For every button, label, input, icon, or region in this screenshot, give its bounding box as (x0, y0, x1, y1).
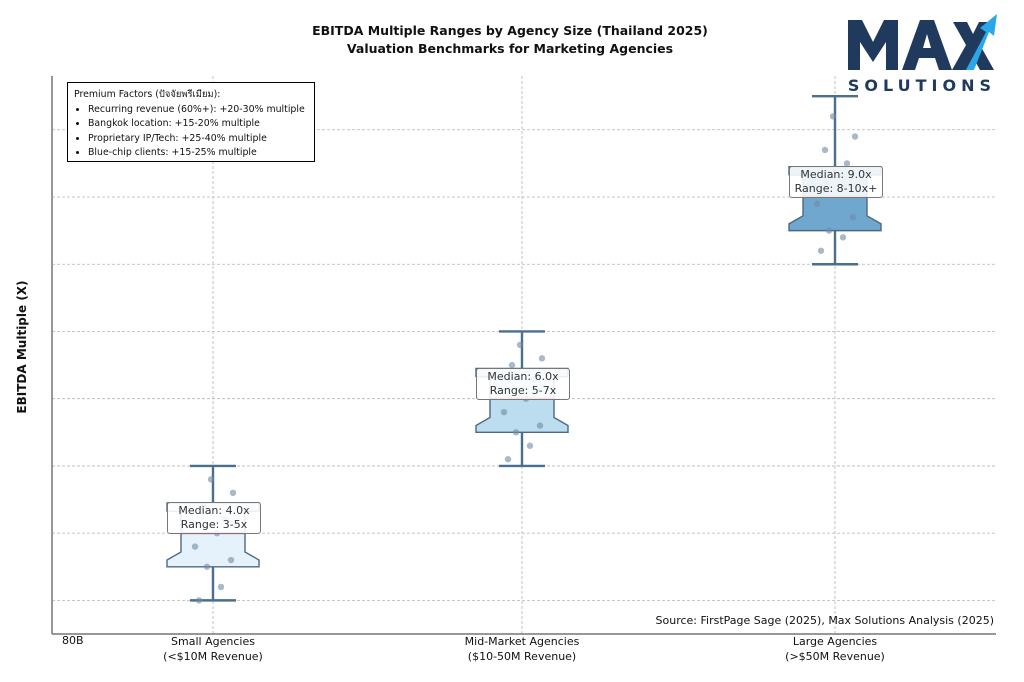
logo-mark-icon (848, 14, 997, 70)
y-axis-label-wrap: EBITDA Multiple (X) (8, 280, 36, 420)
x-tick-large: Large Agencies (>$50M Revenue) (735, 634, 935, 664)
data-point (817, 247, 825, 254)
data-point (538, 355, 546, 362)
x-tick-mid-line2: ($10-50M Revenue) (467, 650, 577, 663)
chart-title: EBITDA Multiple Ranges by Agency Size (T… (260, 22, 760, 58)
max-solutions-logo: SOLUTIONS (846, 12, 998, 96)
data-point (825, 227, 833, 234)
data-point (536, 422, 544, 429)
premium-factor-item: Recurring revenue (60%+): +20-30% multip… (88, 103, 308, 118)
data-point (217, 583, 225, 591)
premium-factor-item: Blue-chip clients: +15-25% multiple (88, 146, 308, 161)
annotation-range: Range: 5-7x (489, 383, 557, 397)
box-group (166, 464, 260, 604)
data-point (207, 476, 215, 483)
data-point (504, 456, 512, 463)
annotation-range: Range: 3-5x (180, 518, 248, 532)
data-point (516, 341, 524, 349)
premium-factor-item: Bangkok location: +15-20% multiple (88, 117, 308, 132)
annotation-range: Range: 8-10x+ (794, 182, 878, 195)
data-point (195, 597, 203, 604)
x-tick-mid-line1: Mid-Market Agencies (464, 635, 580, 648)
x-tick-small-line2: (<$10M Revenue) (163, 650, 263, 663)
x-tick-large-line1: Large Agencies (792, 635, 878, 648)
chart-title-line1: EBITDA Multiple Ranges by Agency Size (T… (312, 23, 708, 38)
x-tick-mid: Mid-Market Agencies ($10-50M Revenue) (422, 634, 622, 664)
premium-factors-legend: Premium Factors (ปัจจัยพรีเมียม): Recurr… (67, 82, 315, 162)
annotation-median: Median: 9.0x (800, 168, 872, 181)
data-point (191, 543, 199, 550)
corner-label: 80B (62, 634, 84, 647)
data-point (227, 556, 235, 564)
x-tick-large-line2: (>$50M Revenue) (785, 650, 885, 663)
premium-factor-item: Proprietary IP/Tech: +25-40% multiple (88, 132, 308, 147)
data-point (851, 133, 859, 140)
y-axis-label: EBITDA Multiple (X) (15, 280, 29, 414)
data-point (829, 113, 837, 120)
x-tick-small: Small Agencies (<$10M Revenue) (113, 634, 313, 664)
data-point (203, 563, 211, 570)
data-point (512, 429, 520, 436)
data-point (821, 146, 829, 154)
data-point (526, 442, 534, 449)
premium-factors-title: Premium Factors (ปัจจัยพรีเมียม): (74, 89, 221, 100)
boxes (166, 94, 882, 604)
box-annotation: Median: 4.0x Range: 3-5x (167, 502, 261, 535)
axes (51, 76, 996, 635)
premium-factors-list: Recurring revenue (60%+): +20-30% multip… (74, 103, 308, 161)
data-point (500, 408, 508, 416)
data-point (849, 213, 857, 221)
logo-subtitle: SOLUTIONS (847, 76, 996, 95)
data-point (839, 234, 847, 241)
annotation-median: Median: 6.0x (487, 369, 559, 383)
data-point (229, 489, 237, 497)
annotation-median: Median: 4.0x (178, 504, 250, 518)
data-point (843, 160, 851, 167)
box-annotation: Median: 6.0x Range: 5-7x (476, 367, 570, 400)
data-point (813, 200, 821, 207)
chart-subtitle: Valuation Benchmarks for Marketing Agenc… (346, 41, 674, 56)
data-point (508, 361, 516, 369)
x-tick-small-line1: Small Agencies (171, 635, 255, 648)
source-note: Source: FirstPage Sage (2025), Max Solut… (655, 614, 994, 627)
box-annotation: Median: 9.0x Range: 8-10x+ (789, 166, 883, 198)
